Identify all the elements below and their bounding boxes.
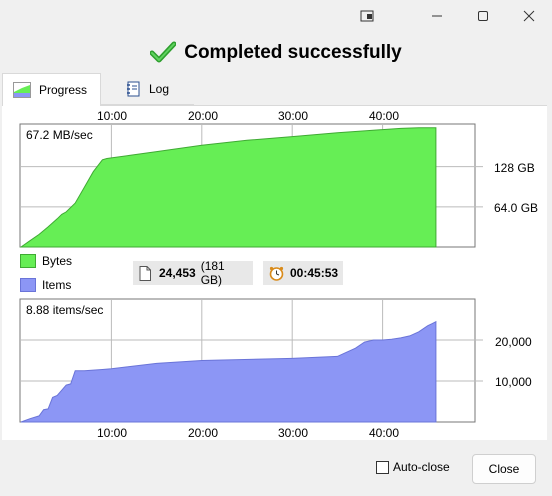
close-button[interactable]: Close [472,454,536,484]
items-area [20,320,437,423]
progress-panel: 10:00 20:00 30:00 40:00 67.2 MB/sec 128 … [2,105,547,441]
maximize-icon[interactable] [460,0,506,32]
bottom-tick-10: 10:00 [97,426,127,440]
tab-progress-label: Progress [39,83,88,97]
legend-bytes: Bytes [20,253,72,269]
progress-charts: 10:00 20:00 30:00 40:00 67.2 MB/sec 128 … [19,109,538,440]
checkmark-icon [149,41,177,66]
footer [0,440,552,496]
bytes-rate: 67.2 MB/sec [26,128,93,142]
top-tick-20: 20:00 [188,109,218,123]
tab-progress[interactable]: Progress [2,73,101,106]
items-rate: 8.88 items/sec [26,303,103,317]
items-swatch [20,278,36,292]
top-tick-40: 40:00 [369,109,399,123]
alarm-clock-icon [269,266,284,281]
top-tick-30: 30:00 [278,109,308,123]
bottom-tick-20: 20:00 [188,426,218,440]
items-ytick-20000: 20,000 [495,335,532,349]
close-icon[interactable] [506,0,552,32]
items-count-box: 24,453 (181 GB) [133,259,253,287]
bottom-tick-30: 30:00 [278,426,308,440]
tab-log[interactable]: Log [101,73,194,105]
bytes-swatch [20,254,36,268]
top-tick-10: 10:00 [97,109,127,123]
elapsed-time: 00:45:53 [290,266,339,280]
items-count: 24,453 [159,266,196,280]
restore-window-icon[interactable] [344,0,390,32]
bytes-area [19,127,437,248]
progress-chart-icon [13,82,31,98]
file-icon [139,265,151,281]
legend-items-label: Items [42,278,72,292]
tab-log-label: Log [149,81,170,96]
auto-close-checkbox[interactable] [376,460,389,474]
bytes-ytick-64: 64.0 GB [494,201,538,215]
items-chart: 8.88 items/sec 20,000 10,000 [19,298,532,423]
notebook-icon [125,81,141,97]
auto-close-toggle[interactable]: Auto-close [376,460,450,474]
bytes-ytick-128: 128 GB [494,161,535,175]
completion-header: Completed successfully [0,36,552,70]
auto-close-label: Auto-close [393,460,450,474]
title-bar [0,0,552,32]
elapsed-time-box: 00:45:53 [263,261,343,285]
items-size: (181 GB) [200,259,225,287]
completion-title: Completed successfully [184,42,402,63]
legend-bytes-label: Bytes [42,254,73,268]
legend-items: Items [20,277,71,293]
items-ytick-10000: 10,000 [495,375,532,389]
bottom-tick-40: 40:00 [369,426,399,440]
minimize-icon[interactable] [414,0,460,32]
bytes-chart: 67.2 MB/sec 128 GB 64.0 GB [19,123,538,248]
